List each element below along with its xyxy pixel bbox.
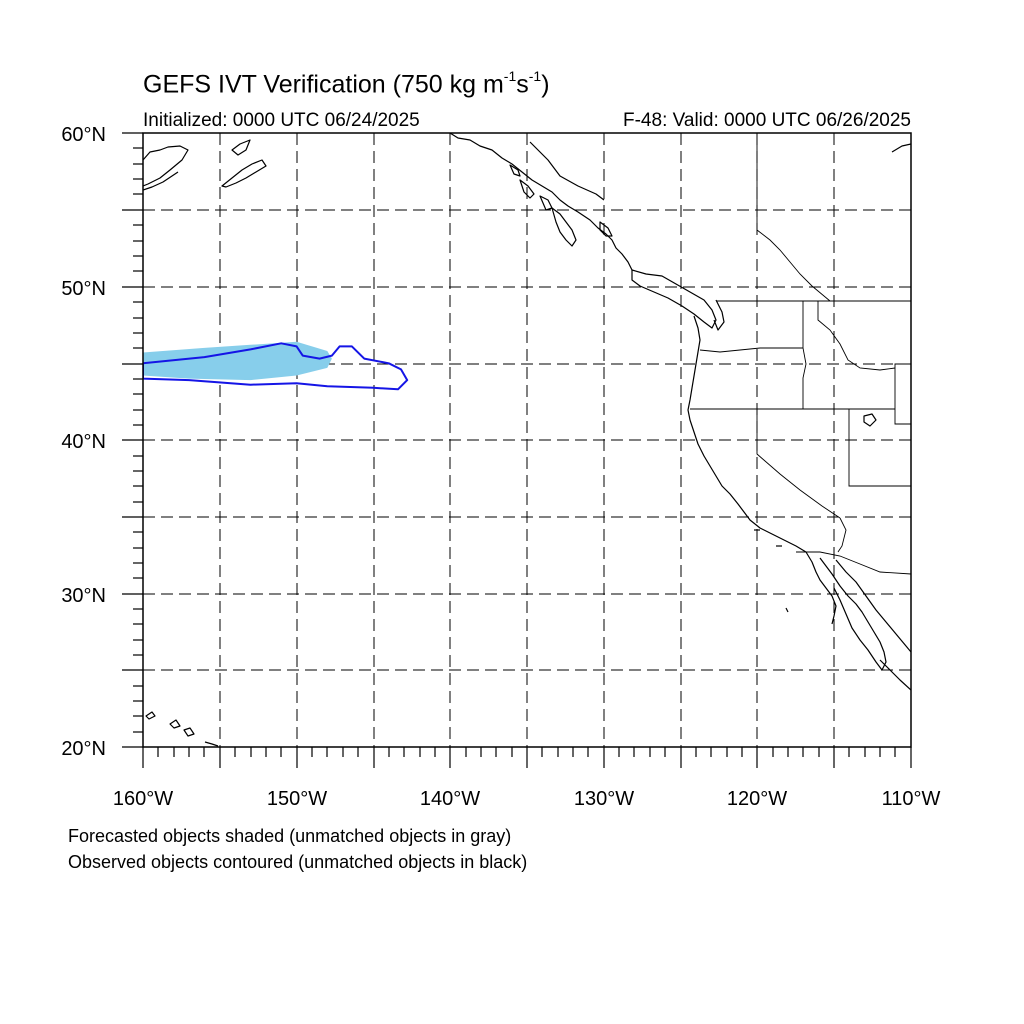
axis-ticks	[122, 132, 912, 768]
lon-label-120w: 120°W	[727, 788, 787, 810]
lat-label-30: 30°N	[61, 585, 106, 607]
map-title: GEFS IVT Verification (750 kg m-1s-1)	[143, 68, 550, 99]
lon-label-150w: 150°W	[267, 788, 327, 810]
lat-labels: 60°N 50°N 40°N 30°N 20°N	[61, 124, 106, 760]
lon-label-160w: 160°W	[113, 788, 173, 810]
lat-label-20: 20°N	[61, 738, 106, 760]
lon-labels: 160°W 150°W 140°W 130°W 120°W 110°W	[113, 788, 941, 810]
coastlines	[143, 133, 911, 747]
objects-layer	[143, 341, 409, 391]
map-grid	[143, 133, 911, 747]
lat-label-60: 60°N	[61, 124, 106, 146]
footnote-observed: Observed objects contoured (unmatched ob…	[68, 852, 528, 872]
forecast-object-shaded	[143, 341, 332, 381]
lon-label-110w: 110°W	[882, 788, 941, 810]
lat-label-40: 40°N	[61, 431, 106, 453]
political-borders	[690, 133, 911, 575]
valid-time-label: F-48: Valid: 0000 UTC 06/26/2025	[623, 110, 911, 131]
footnote-forecast: Forecasted objects shaded (unmatched obj…	[68, 826, 512, 846]
lon-label-130w: 130°W	[574, 788, 634, 810]
observed-object-contour	[143, 342, 409, 391]
init-time-label: Initialized: 0000 UTC 06/24/2025	[143, 110, 420, 131]
lon-label-140w: 140°W	[420, 788, 480, 810]
lat-label-50: 50°N	[61, 278, 106, 300]
